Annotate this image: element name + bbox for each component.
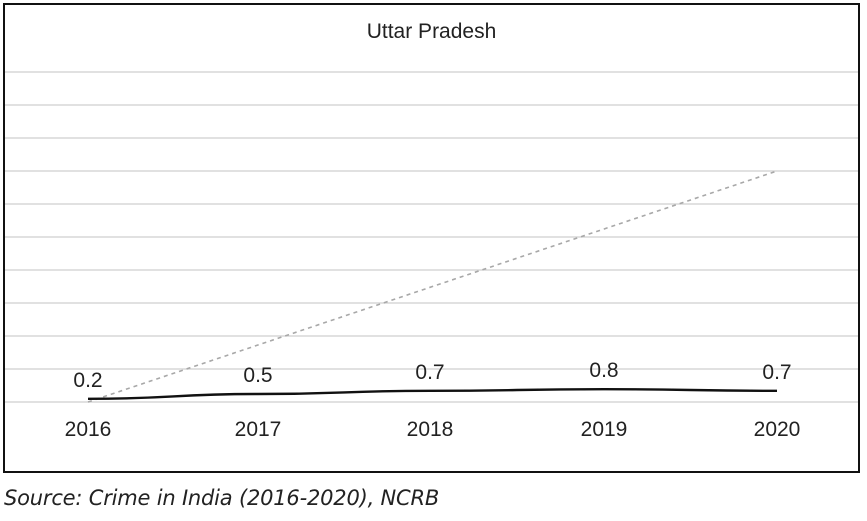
data-label: 0.2 <box>73 369 102 392</box>
data-label: 0.7 <box>415 361 444 384</box>
trendline-layer <box>87 170 778 403</box>
data-label: 0.5 <box>243 364 272 387</box>
chart-frame: Uttar Pradesh <box>3 3 860 473</box>
x-tick-label: 2018 <box>407 418 454 441</box>
chart-title: Uttar Pradesh <box>366 20 497 43</box>
source-caption: Source: Crime in India (2016-2020), NCRB <box>4 486 440 510</box>
series-line <box>87 387 778 400</box>
x-tick-label: 2017 <box>235 418 282 441</box>
data-labels: 0.2 0.5 0.7 0.8 0.7 <box>73 359 791 392</box>
trendline <box>87 170 778 403</box>
data-label: 0.7 <box>762 361 791 384</box>
x-tick-label: 2016 <box>65 418 112 441</box>
x-tick-label: 2020 <box>754 418 801 441</box>
gridlines <box>5 71 858 403</box>
x-axis-tick-labels: 2016 2017 2018 2019 2020 <box>65 418 801 441</box>
x-tick-label: 2019 <box>581 418 628 441</box>
data-label: 0.8 <box>589 359 618 382</box>
series-layer <box>87 387 778 400</box>
